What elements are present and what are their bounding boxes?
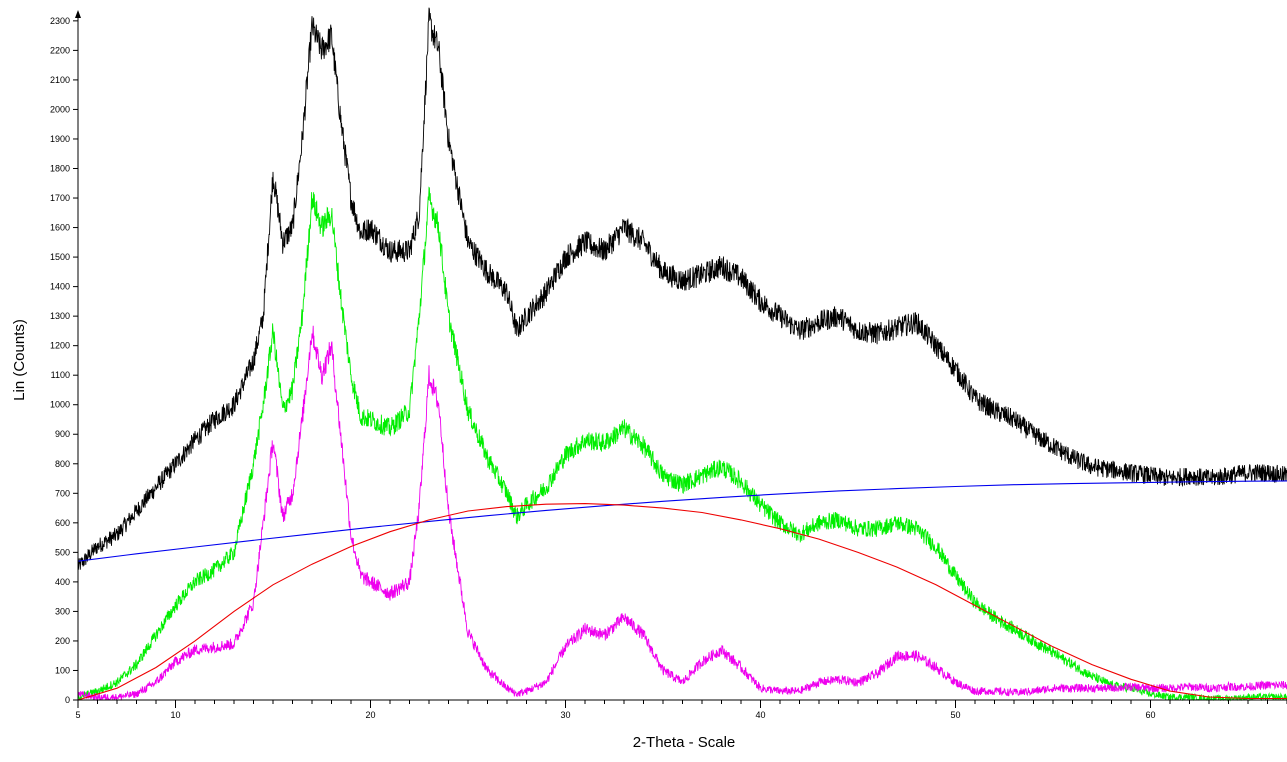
y-tick-label: 1200	[50, 341, 70, 351]
x-ticks: 5 10 20 30 40 50 60	[75, 700, 1287, 720]
series-line-3	[77, 480, 1287, 562]
y-axis-arrow	[75, 10, 81, 18]
y-tick-label: 400	[55, 577, 70, 587]
x-tick-label: 40	[755, 710, 765, 720]
y-tick-label: 2300	[50, 16, 70, 26]
y-tick-label: 1000	[50, 400, 70, 410]
y-tick-label: 2100	[50, 75, 70, 85]
y-tick-label: 200	[55, 636, 70, 646]
x-tick-label: 20	[365, 710, 375, 720]
y-tick-label: 1100	[51, 370, 70, 380]
x-tick-label: 30	[560, 710, 570, 720]
series-line-2	[77, 325, 1287, 702]
series-line-4	[77, 503, 1287, 701]
x-tick-label: 5	[75, 710, 80, 720]
y-tick-label: 300	[55, 606, 70, 616]
y-tick-label: 1400	[50, 282, 70, 292]
y-tick-label: 2000	[50, 104, 70, 114]
series-layer	[77, 7, 1287, 702]
x-tick-label: 50	[950, 710, 960, 720]
x-tick-label: 10	[170, 710, 180, 720]
y-axis-title: Lin (Counts)	[11, 319, 28, 401]
y-tick-label: 0	[65, 695, 70, 705]
y-tick-label: 1700	[50, 193, 70, 203]
y-tick-label: 900	[55, 429, 70, 439]
y-tick-label: 100	[55, 665, 70, 675]
y-tick-label: 1300	[50, 311, 70, 321]
y-tick-label: 500	[55, 547, 70, 557]
series-line-1	[77, 186, 1287, 702]
y-tick-label: 1600	[50, 223, 70, 233]
x-tick-label: 60	[1145, 710, 1155, 720]
y-ticks: 0 100 200 300 400 500 600 700 800 900 1000 1100 1200…	[50, 16, 78, 705]
y-tick-label: 1500	[50, 252, 70, 262]
y-tick-label: 700	[55, 488, 70, 498]
y-tick-label: 1900	[50, 134, 70, 144]
y-tick-label: 800	[55, 459, 70, 469]
x-axis-title: 2-Theta - Scale	[633, 734, 736, 751]
y-tick-label: 1800	[50, 163, 70, 173]
y-tick-label: 600	[55, 518, 70, 528]
y-tick-label: 2200	[50, 45, 70, 55]
series-line-0	[77, 7, 1287, 570]
